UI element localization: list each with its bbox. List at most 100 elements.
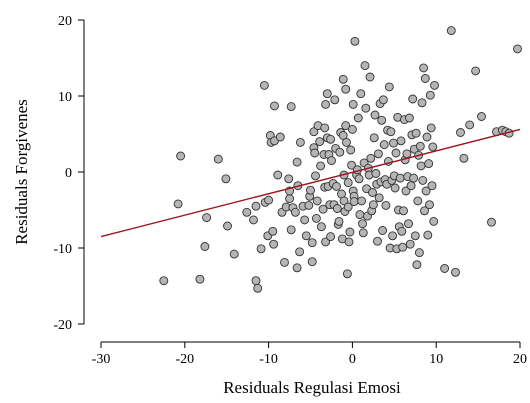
data-point [391, 148, 401, 158]
data-point [451, 267, 460, 277]
data-point [290, 207, 300, 217]
data-point [419, 63, 429, 73]
data-point [173, 199, 183, 209]
data-point [327, 156, 336, 166]
data-point [286, 225, 296, 235]
data-point [379, 140, 389, 150]
data-point [402, 149, 412, 159]
data-point [356, 89, 366, 99]
data-point [301, 231, 311, 241]
data-point [316, 161, 326, 171]
data-point [401, 186, 411, 196]
data-point [405, 239, 415, 249]
data-point [321, 99, 331, 109]
data-point [397, 226, 407, 236]
data-point [285, 194, 295, 204]
data-point [459, 153, 469, 163]
data-point [426, 123, 436, 133]
data-point [280, 257, 289, 267]
data-point [320, 123, 330, 133]
data-point [353, 113, 363, 123]
data-point [446, 26, 456, 36]
data-point [415, 141, 425, 151]
data-point [342, 137, 351, 147]
data-point [388, 231, 398, 241]
data-point [310, 148, 320, 158]
data-point [369, 133, 379, 143]
data-point [270, 101, 279, 111]
data-point [259, 80, 269, 90]
data-point [371, 169, 381, 178]
data-point [406, 181, 416, 191]
data-point [355, 210, 365, 220]
data-point [229, 249, 239, 259]
data-point [418, 175, 428, 185]
data-point [378, 226, 388, 235]
data-point [408, 94, 418, 104]
data-point [253, 283, 263, 293]
data-point [424, 159, 434, 169]
data-point [412, 260, 422, 270]
data-point [425, 200, 434, 210]
data-point [330, 95, 340, 105]
data-point [300, 215, 310, 225]
data-point [221, 174, 231, 184]
data-point [487, 217, 496, 227]
x-tick-label: 10 [429, 352, 443, 367]
x-axis: -30 -20 -10 0 10 20 [92, 341, 527, 367]
y-tick-label: 0 [65, 166, 72, 181]
data-point [365, 72, 375, 82]
data-point [360, 61, 370, 71]
data-point [377, 115, 387, 125]
x-tick-label: -30 [92, 352, 111, 367]
data-point [315, 137, 325, 147]
data-point [427, 181, 437, 191]
y-tick-label: -10 [53, 242, 72, 257]
data-point [411, 128, 421, 138]
data-point [471, 66, 481, 76]
data-point [358, 228, 368, 238]
data-point [348, 99, 358, 109]
data-point [307, 238, 317, 248]
data-point [339, 196, 349, 206]
y-axis: -20 -10 0 10 20 [53, 14, 85, 333]
plot-area [100, 26, 522, 293]
data-point [338, 74, 348, 84]
data-point [275, 132, 285, 142]
y-tick-label: -20 [53, 318, 72, 333]
x-tick-label: 20 [513, 352, 527, 367]
data-point [357, 196, 367, 206]
data-point [341, 84, 351, 94]
data-point [389, 138, 398, 148]
data-point [251, 276, 261, 286]
data-point [347, 124, 357, 134]
data-point [366, 153, 376, 163]
data-point [361, 103, 371, 113]
data-point [213, 154, 223, 164]
data-point [176, 151, 186, 161]
data-point [417, 98, 427, 108]
data-point [404, 219, 413, 229]
data-point [346, 145, 356, 155]
data-point [354, 174, 364, 184]
data-point [343, 178, 353, 188]
data-point [456, 128, 465, 137]
data-point [326, 232, 336, 242]
data-point [378, 95, 388, 105]
data-point [273, 170, 283, 180]
data-point [414, 248, 424, 258]
data-point [304, 200, 314, 210]
data-point [416, 161, 426, 171]
data-point [420, 206, 429, 216]
data-point [326, 134, 336, 144]
data-point [373, 236, 382, 246]
data-point [420, 74, 430, 83]
data-point [368, 200, 378, 210]
x-axis-title: Residuals Regulasi Emosi [223, 378, 401, 397]
data-point [477, 112, 486, 121]
data-point [284, 174, 294, 184]
data-point [322, 89, 332, 99]
data-point [413, 196, 423, 206]
data-point [249, 215, 258, 225]
